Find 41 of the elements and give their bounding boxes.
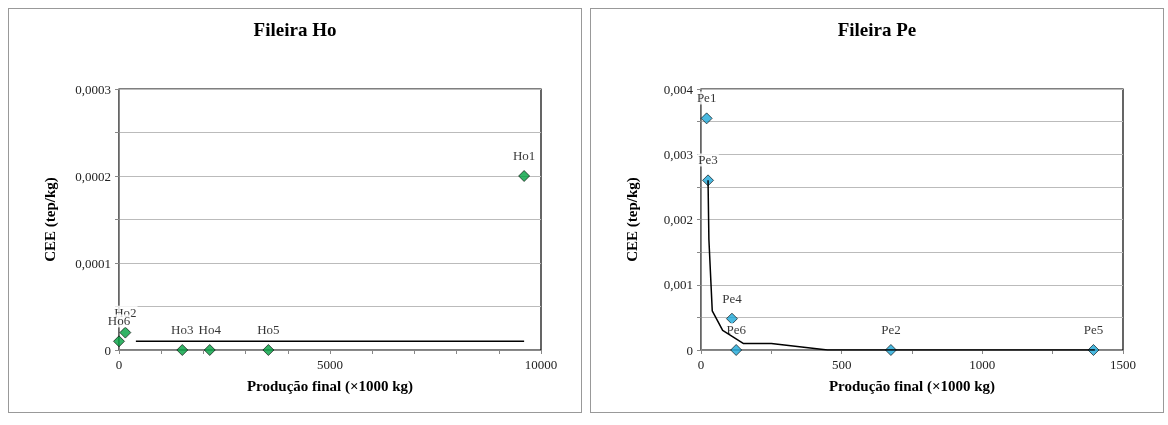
annotation: Pe3 xyxy=(698,152,718,168)
point xyxy=(730,344,743,356)
y-tick-label: 0,0003 xyxy=(75,81,111,97)
y-axis-title: CEE (tep/kg) xyxy=(41,177,59,262)
annotation: Ho1 xyxy=(512,148,536,164)
x-tick-label: 1000 xyxy=(969,357,996,372)
y-tick-label: 0,002 xyxy=(663,212,693,227)
point xyxy=(203,344,216,356)
y-axis-title: CEE (tep/kg) xyxy=(623,177,641,262)
y-tick-label: 0,0002 xyxy=(75,168,111,184)
annotation: Pe2 xyxy=(881,322,901,338)
point xyxy=(518,170,531,182)
x-tick-label: 0 xyxy=(697,357,705,372)
y-tick-label: 0,004 xyxy=(663,81,694,97)
x-axis-title: Produção final (×1000 kg) xyxy=(246,377,414,395)
x-tick-label: 500 xyxy=(831,357,852,372)
point xyxy=(726,312,738,325)
annotation: Ho5 xyxy=(257,322,280,338)
chart-title: Fileira Pe xyxy=(837,19,917,40)
annotation: Ho4 xyxy=(198,322,222,338)
point xyxy=(119,326,132,339)
y-tick-label: 0 xyxy=(686,342,693,358)
x-tick-label: 1500 xyxy=(1110,357,1136,372)
y-tick-label: 0,0001 xyxy=(75,255,111,271)
point xyxy=(262,344,275,356)
annotation: Pe4 xyxy=(722,290,743,306)
chart-title: Fileira Ho xyxy=(253,19,337,40)
annotation: Ho3 xyxy=(171,322,194,338)
annotation: Pe5 xyxy=(1083,322,1104,338)
y-tick-label: 0 xyxy=(104,342,111,358)
point xyxy=(113,335,125,348)
y-tick-label: 0,003 xyxy=(663,146,693,162)
annotation: Pe6 xyxy=(726,322,747,338)
x-tick-label: 10000 xyxy=(524,357,558,372)
x-axis-title: Produção final (×1000 kg) xyxy=(828,377,996,395)
point xyxy=(176,344,189,356)
x-tick-label: 5000 xyxy=(317,357,343,372)
annotation: Pe1 xyxy=(696,90,717,106)
point xyxy=(700,112,713,125)
x-tick-label: 0 xyxy=(115,357,123,372)
y-tick-label: 0,001 xyxy=(663,277,693,293)
